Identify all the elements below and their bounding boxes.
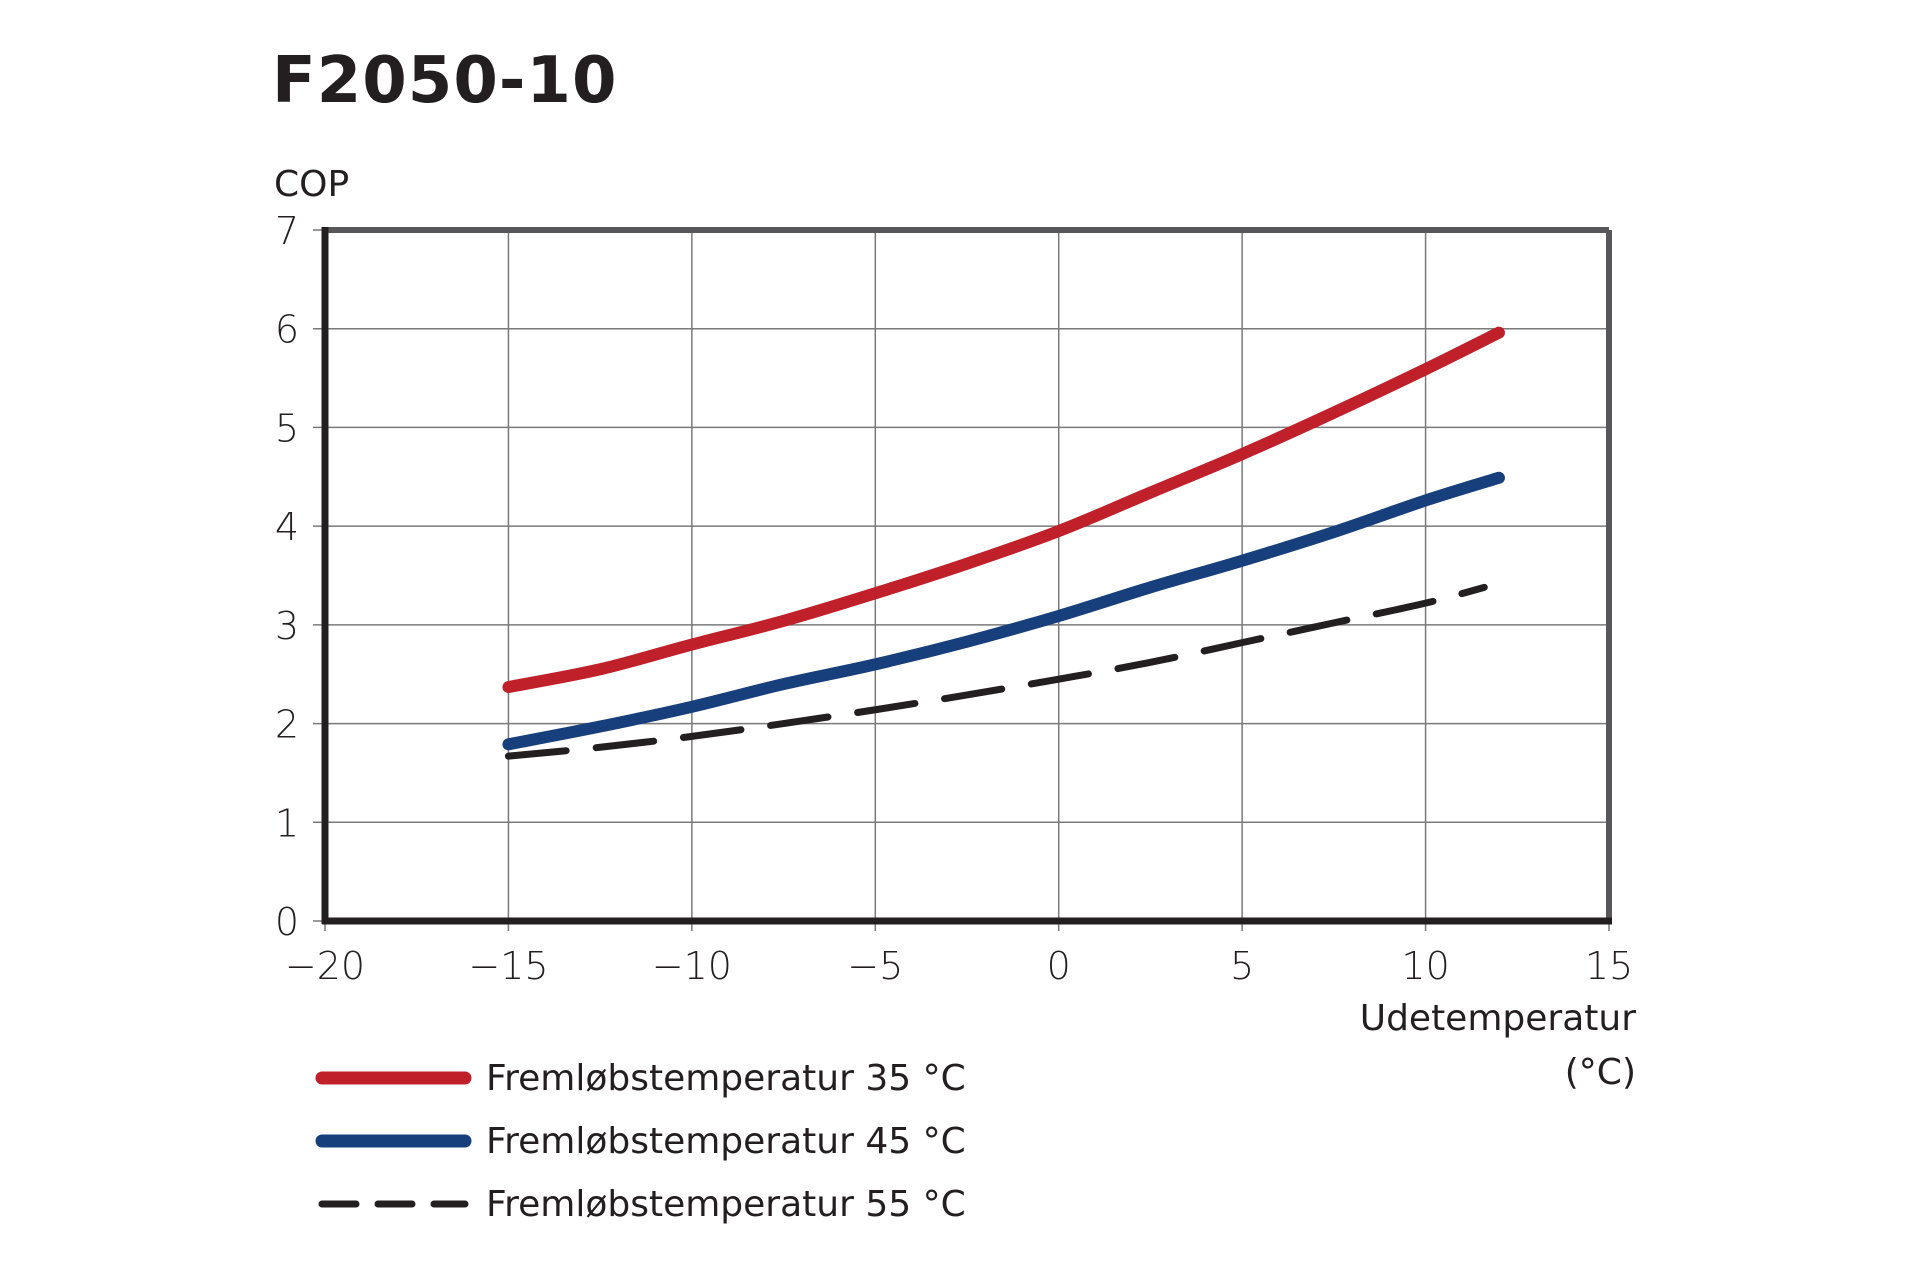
tick-labels: −20 −15 −10 −5 0 5 10 15 0 1 2 3 4 5 6 7 — [275, 209, 1633, 988]
grid — [313, 229, 1610, 931]
series-line-1 — [502, 326, 1505, 694]
series-line-3 — [504, 583, 1488, 760]
y-tick-label: 0 — [275, 900, 299, 944]
series-layer — [502, 326, 1505, 760]
chart-title: F2050-10 — [272, 44, 618, 118]
y-tick-label: 2 — [275, 703, 299, 747]
x-tick-label: −5 — [847, 944, 903, 988]
x-axis-title-line2: (°C) — [1565, 1052, 1636, 1093]
axes — [321, 227, 1612, 925]
y-tick-label: 3 — [275, 604, 299, 648]
y-tick-label: 7 — [275, 209, 299, 253]
legend-label-1: Fremløbstemperatur 35 °C — [486, 1058, 966, 1099]
legend: Fremløbstemperatur 35 °C Fremløbstemperat… — [315, 1058, 966, 1225]
x-tick-label: 0 — [1047, 944, 1071, 988]
series-line-2 — [502, 471, 1505, 751]
x-tick-label: 10 — [1401, 944, 1449, 988]
x-tick-label: −20 — [285, 944, 365, 988]
x-tick-label: −15 — [468, 944, 548, 988]
x-tick-label: −10 — [652, 944, 732, 988]
y-tick-label: 6 — [275, 308, 299, 352]
y-tick-label: 5 — [275, 406, 299, 450]
x-tick-label: 15 — [1585, 944, 1633, 988]
x-axis-title-line1: Udetemperatur — [1360, 998, 1636, 1039]
legend-label-3: Fremløbstemperatur 55 °C — [486, 1184, 966, 1225]
y-axis-title: COP — [274, 164, 349, 205]
x-tick-label: 5 — [1230, 944, 1254, 988]
y-tick-label: 1 — [275, 801, 299, 845]
y-tick-label: 4 — [275, 505, 299, 549]
legend-label-2: Fremløbstemperatur 45 °C — [486, 1121, 966, 1162]
